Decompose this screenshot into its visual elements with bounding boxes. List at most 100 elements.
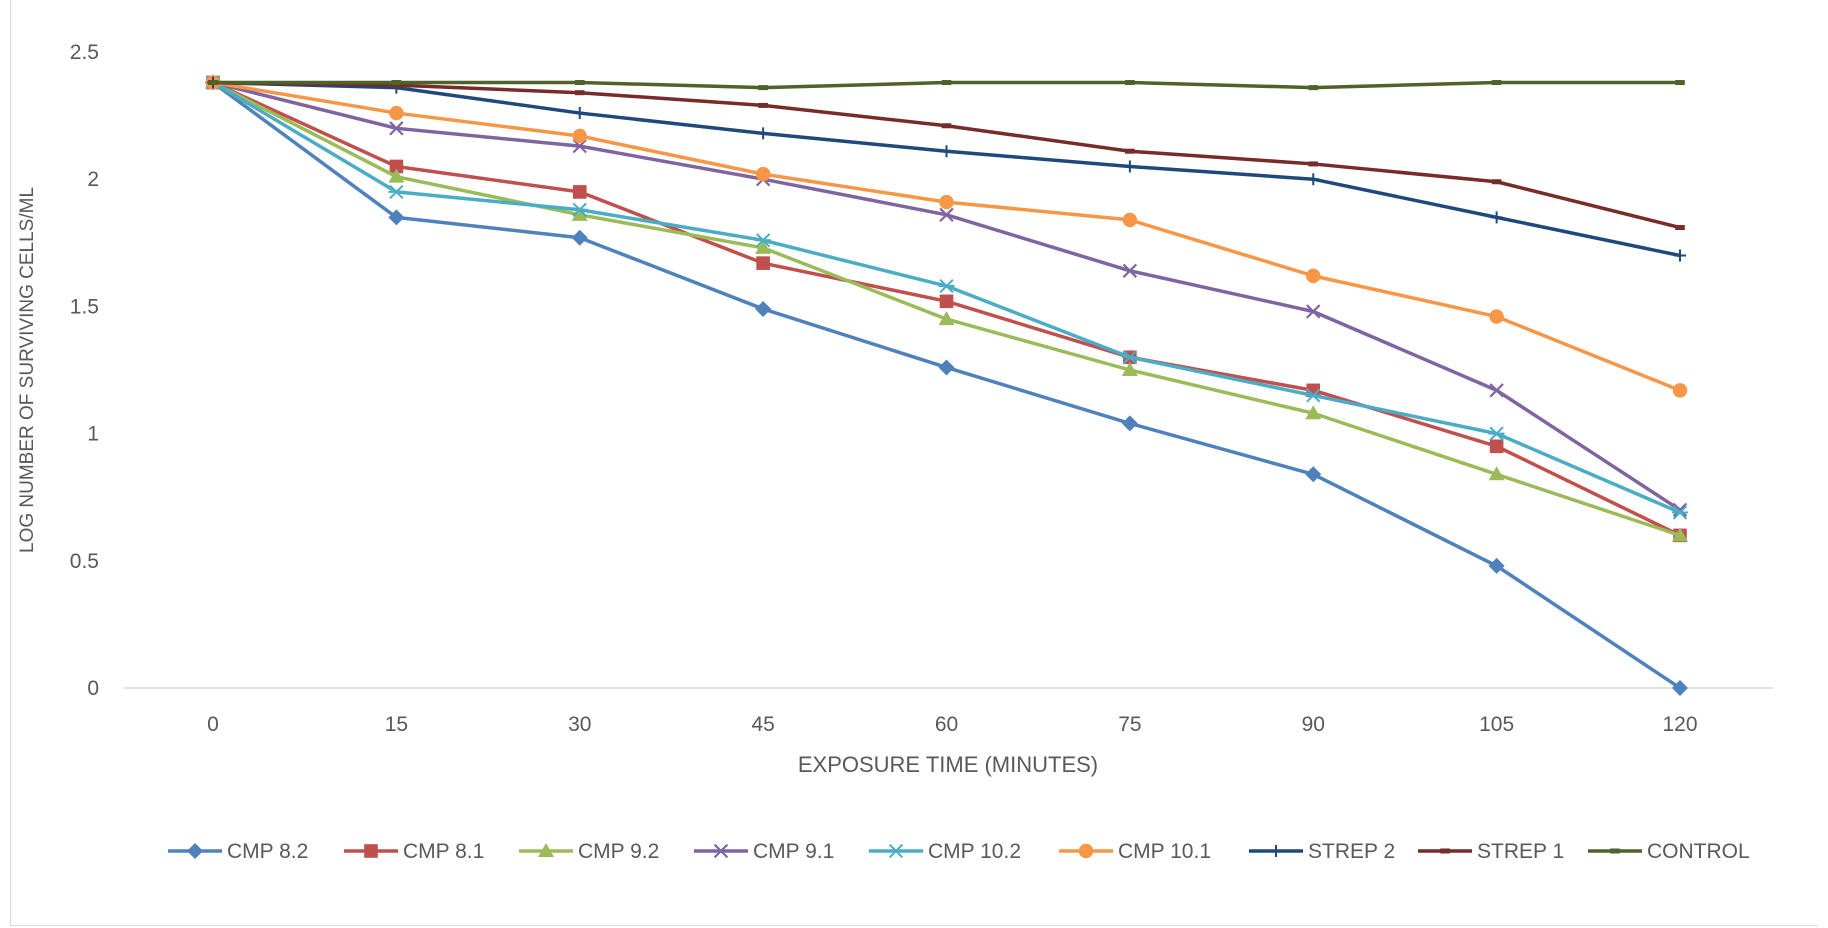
data-point-marker <box>755 300 772 317</box>
legend-item: STREP 1 <box>1418 840 1564 863</box>
data-point-marker <box>755 166 771 182</box>
data-point-marker <box>1488 466 1505 481</box>
data-point-marker <box>388 184 405 200</box>
y-tick-label: 1.5 <box>70 295 99 318</box>
data-point-marker <box>1672 505 1688 520</box>
x-tick-label: 0 <box>207 713 219 736</box>
legend-label: CMP 9.2 <box>578 840 659 863</box>
data-point-marker <box>388 168 405 183</box>
series-line <box>212 80 1681 258</box>
y-axis-label: LOG NUMBER OF SURVIVING CELLS/ML <box>17 187 38 553</box>
series-control <box>208 80 1685 91</box>
legend-item: CONTROL <box>1588 840 1750 863</box>
data-point-marker <box>388 209 405 226</box>
x-tick-label: 30 <box>568 713 591 736</box>
data-point-marker <box>755 233 772 248</box>
legend-item: STREP 2 <box>1249 840 1395 863</box>
data-point-marker <box>1122 263 1138 278</box>
y-tick-label: 2 <box>87 168 99 191</box>
series-line <box>211 81 1681 690</box>
series-line <box>212 80 1681 392</box>
data-point-marker <box>1270 845 1282 857</box>
data-point-marker <box>1489 383 1504 398</box>
y-tick-label: 0 <box>87 677 99 700</box>
legend-item: CMP 9.1 <box>694 840 834 863</box>
data-point-marker <box>1672 502 1688 518</box>
data-point-marker <box>1121 350 1138 365</box>
data-point-marker <box>939 194 954 210</box>
x-tick-label: 15 <box>385 713 408 736</box>
data-point-marker <box>1490 211 1503 224</box>
series-cmp-10-1 <box>205 75 1688 398</box>
data-point-marker <box>1488 426 1505 441</box>
legend-label: CMP 9.1 <box>753 840 834 863</box>
legend-label: CMP 8.2 <box>227 840 308 863</box>
data-point-marker <box>1307 173 1320 186</box>
series-layer <box>205 74 1688 696</box>
series-cmp-10-2 <box>205 75 1688 520</box>
x-tick-label: 105 <box>1479 713 1514 736</box>
x-tick-label: 90 <box>1302 713 1325 736</box>
legend-label: CMP 8.1 <box>403 840 484 863</box>
data-point-marker <box>940 145 953 158</box>
data-point-marker <box>572 128 587 144</box>
legend-label: CONTROL <box>1647 840 1750 863</box>
data-point-marker <box>1078 843 1094 859</box>
data-point-marker <box>1672 527 1688 542</box>
legend-label: CMP 10.2 <box>928 840 1021 863</box>
data-point-marker <box>1122 212 1138 228</box>
data-point-marker <box>1489 439 1504 454</box>
data-point-marker <box>713 843 729 859</box>
x-tick-label: 120 <box>1662 713 1697 736</box>
data-point-marker <box>939 207 954 222</box>
data-point-marker <box>1672 383 1688 398</box>
data-point-marker <box>1305 388 1322 403</box>
series-strep-2 <box>207 76 1686 262</box>
legend-item: CMP 10.2 <box>869 840 1021 863</box>
data-point-marker <box>1121 362 1138 376</box>
data-point-marker <box>1488 557 1505 574</box>
legend-label: STREP 2 <box>1308 840 1395 863</box>
data-point-marker <box>572 138 587 154</box>
y-tick-label: 1 <box>87 423 99 446</box>
legend: CMP 8.2 CMP 8.1 CMP 9.2 CMP 9.1 CMP 10.2 CMP … <box>168 840 1750 863</box>
data-point-marker <box>938 278 955 294</box>
data-point-marker <box>1306 304 1321 319</box>
x-tick-label: 75 <box>1118 713 1141 736</box>
legend-item: CMP 8.1 <box>344 840 484 863</box>
y-tick-label: 2.5 <box>70 41 99 64</box>
data-point-marker <box>571 202 588 217</box>
y-axis-ticks: 0 0.5 1 1.5 2 2.5 <box>70 41 99 700</box>
data-point-marker <box>1121 415 1138 432</box>
data-point-marker <box>364 844 378 858</box>
data-point-marker <box>755 239 772 254</box>
data-point-marker <box>538 843 554 857</box>
legend-item: CMP 10.1 <box>1059 840 1211 863</box>
data-point-marker <box>1305 466 1322 483</box>
data-point-marker <box>1123 160 1136 173</box>
chart-frame <box>10 0 1818 926</box>
data-point-marker <box>389 159 404 174</box>
data-point-marker <box>757 127 770 140</box>
data-point-marker <box>756 256 770 270</box>
x-tick-label: 45 <box>751 713 774 736</box>
legend-item: CMP 9.2 <box>519 840 659 863</box>
data-point-marker <box>571 229 588 246</box>
x-axis-label: EXPOSURE TIME (MINUTES) <box>798 752 1098 777</box>
data-point-marker <box>939 294 954 309</box>
data-point-marker <box>888 843 904 859</box>
data-point-marker <box>1305 405 1322 420</box>
data-point-marker <box>573 107 586 120</box>
data-point-marker <box>938 311 955 326</box>
data-point-marker <box>572 185 587 199</box>
data-point-marker <box>187 843 203 859</box>
data-point-marker <box>389 121 404 136</box>
data-point-marker <box>938 359 955 376</box>
x-tick-label: 60 <box>935 713 958 736</box>
legend-label: CMP 10.1 <box>1118 840 1211 863</box>
legend-item: CMP 8.2 <box>168 840 308 863</box>
series-cmp-9-1 <box>205 75 1688 518</box>
data-point-marker <box>1674 249 1686 262</box>
legend-label: STREP 1 <box>1477 840 1564 863</box>
